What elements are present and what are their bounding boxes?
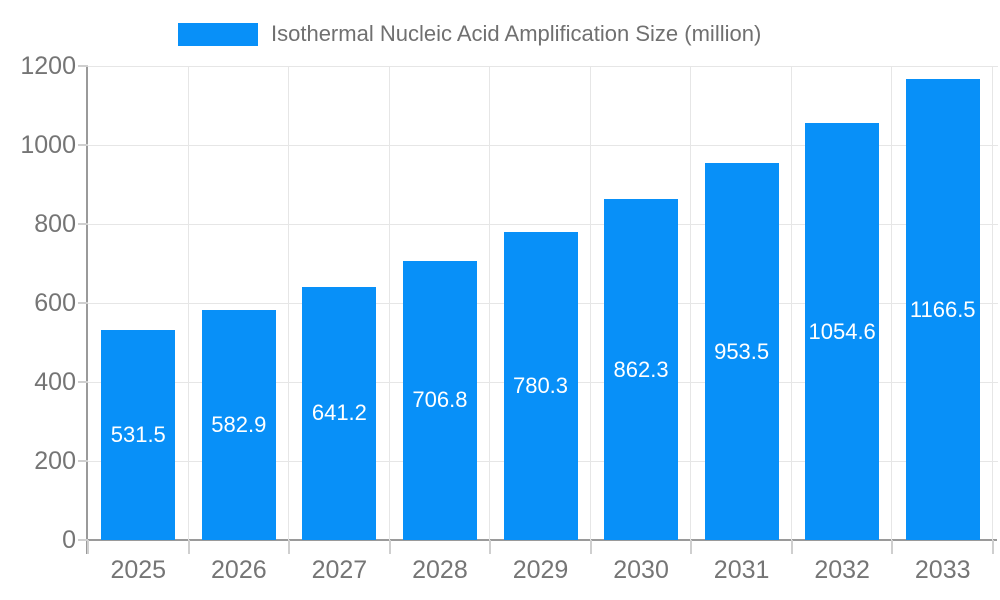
bar-value-label: 582.9 bbox=[211, 411, 267, 437]
bar-value-label: 1054.6 bbox=[808, 318, 876, 344]
bar-value-label: 862.3 bbox=[613, 356, 669, 382]
x-axis-tick bbox=[690, 540, 693, 554]
gridline-vertical bbox=[489, 66, 491, 540]
x-axis-tick-label: 2033 bbox=[914, 556, 971, 584]
bar-value-label: 780.3 bbox=[512, 372, 569, 398]
x-axis-tick bbox=[891, 540, 894, 554]
legend-label: Isothermal Nucleic Acid Amplification Si… bbox=[271, 21, 762, 46]
gridline-vertical bbox=[288, 66, 290, 540]
bar-value-label: 641.2 bbox=[311, 400, 367, 426]
legend-item[interactable]: Isothermal Nucleic Acid Amplification Si… bbox=[178, 21, 761, 47]
x-axis-tick-label: 2027 bbox=[311, 556, 368, 584]
gridline-vertical bbox=[992, 66, 993, 540]
x-axis-tick bbox=[489, 540, 492, 554]
y-axis-tick-label: 800 bbox=[34, 210, 76, 238]
plot-area: 531.5 582.9 641.2 706.8 780.3 862.3 953.5 1054.… bbox=[88, 65, 998, 540]
y-axis-tick bbox=[78, 65, 88, 67]
x-axis-tick-label: 2032 bbox=[814, 556, 870, 584]
y-axis-tick-label: 600 bbox=[34, 289, 76, 317]
gridline-vertical bbox=[891, 66, 893, 540]
bar-2029[interactable]: 780.3 bbox=[503, 231, 578, 540]
bar-value-label: 531.5 bbox=[110, 422, 166, 448]
gridline-vertical bbox=[790, 66, 792, 540]
x-axis-tick-label: 2029 bbox=[512, 556, 569, 584]
y-axis-tick bbox=[78, 539, 88, 541]
y-axis-tick-label: 1200 bbox=[20, 52, 76, 80]
bar-2025[interactable]: 531.5 bbox=[101, 330, 176, 540]
gridline-vertical bbox=[388, 66, 390, 540]
y-axis-tick bbox=[78, 144, 88, 146]
x-axis-tick-label: 2028 bbox=[412, 556, 468, 584]
gridline-horizontal bbox=[88, 144, 998, 146]
y-axis-tick-label: 200 bbox=[34, 447, 76, 475]
gridline-horizontal bbox=[88, 65, 998, 67]
x-axis-line bbox=[86, 539, 997, 541]
x-axis-tick-label: 2031 bbox=[713, 556, 770, 584]
gridline-vertical bbox=[187, 66, 189, 540]
x-axis-tick bbox=[87, 540, 89, 554]
x-axis-tick bbox=[388, 540, 391, 554]
y-axis-tick bbox=[78, 223, 88, 225]
bar-2032[interactable]: 1054.6 bbox=[805, 123, 880, 540]
x-axis-tick bbox=[288, 540, 291, 554]
bar-value-label: 706.8 bbox=[412, 387, 468, 413]
bar-value-label: 1166.5 bbox=[909, 296, 976, 322]
x-axis-tick bbox=[992, 540, 994, 554]
y-axis-tick-label: 0 bbox=[62, 526, 76, 554]
bar-2026[interactable]: 582.9 bbox=[201, 309, 276, 540]
y-axis-line bbox=[86, 66, 88, 554]
x-axis-tick bbox=[187, 540, 190, 554]
y-axis-tick-label: 400 bbox=[34, 368, 76, 396]
y-axis-tick bbox=[78, 460, 88, 462]
bar-2030[interactable]: 862.3 bbox=[604, 199, 679, 540]
gridline-vertical bbox=[690, 66, 692, 540]
x-axis-tick bbox=[790, 540, 793, 554]
bar-2028[interactable]: 706.8 bbox=[402, 260, 477, 540]
x-axis-tick-label: 2026 bbox=[211, 556, 267, 584]
bar-2027[interactable]: 641.2 bbox=[302, 286, 377, 540]
y-axis-tick bbox=[78, 302, 88, 304]
bar-2033[interactable]: 1166.5 bbox=[905, 79, 980, 540]
x-axis-tick-label: 2025 bbox=[110, 556, 167, 584]
legend-swatch bbox=[178, 22, 258, 46]
y-axis-tick-label: 1000 bbox=[20, 131, 76, 159]
x-axis-tick-label: 2030 bbox=[613, 556, 669, 584]
gridline-vertical bbox=[589, 66, 591, 540]
gridline-horizontal bbox=[88, 223, 998, 225]
x-axis-tick bbox=[589, 540, 592, 554]
bar-2031[interactable]: 953.5 bbox=[704, 163, 779, 540]
y-axis-tick bbox=[78, 381, 88, 383]
bar-value-label: 953.5 bbox=[714, 338, 770, 364]
